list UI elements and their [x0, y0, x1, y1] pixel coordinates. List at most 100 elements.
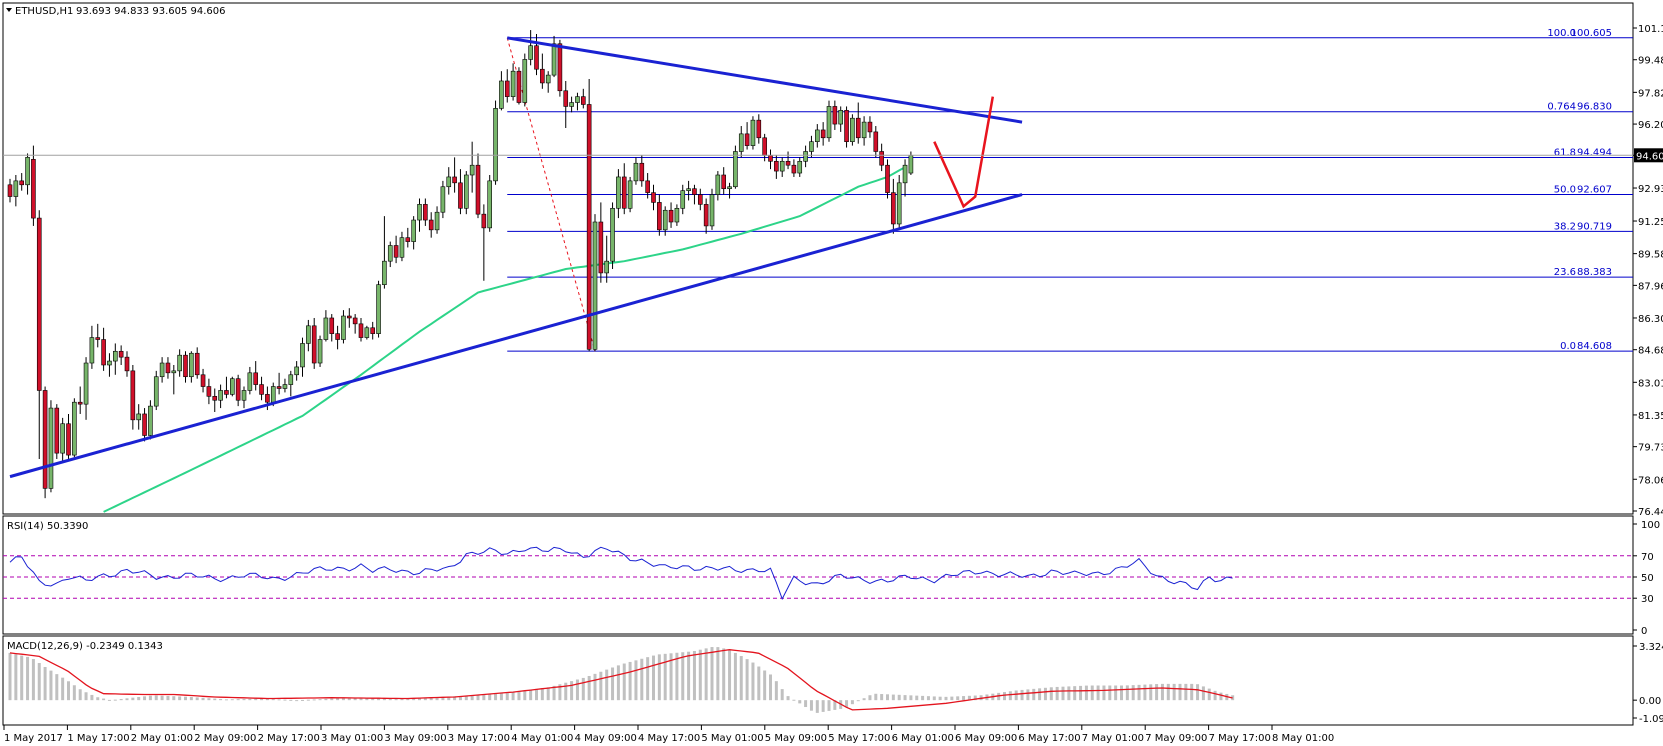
macd-label: MACD(12,26,9) -0.2349 0.1343	[7, 641, 163, 652]
candle	[902, 159, 908, 197]
candle	[48, 400, 54, 493]
candle	[107, 353, 112, 377]
candle	[826, 100, 832, 142]
macd-hist-bar	[575, 679, 579, 701]
macd-hist-bar	[1125, 685, 1129, 701]
macd-hist-bar	[435, 697, 439, 701]
candle-body	[31, 159, 36, 219]
time-tick-label: 3 May 17:00	[448, 733, 510, 744]
macd-hist-bar	[786, 696, 790, 701]
macd-hist-bar	[751, 662, 755, 701]
candle	[434, 206, 440, 234]
candle-body	[7, 184, 13, 197]
rsi-tick-label: 50	[1641, 573, 1654, 584]
macd-hist-bar	[886, 694, 889, 701]
candle-body	[873, 131, 879, 152]
trendline-support	[9, 193, 1023, 479]
candle-body	[200, 374, 206, 387]
candle-body	[42, 390, 48, 489]
candle-body	[879, 151, 884, 166]
fib-ratio-label: 0.764	[1547, 102, 1576, 113]
macd-hist-bar	[394, 698, 398, 701]
candle	[19, 173, 25, 191]
macd-hist-bar	[1143, 684, 1147, 701]
candle	[809, 135, 814, 158]
candle	[230, 376, 235, 397]
macd-hist-bar	[605, 669, 609, 701]
candle-body	[586, 104, 592, 350]
macd-hist-bar	[406, 698, 410, 701]
candle-body	[148, 405, 153, 436]
candle	[294, 361, 299, 381]
symbol-label: ETHUSD,H1	[15, 6, 73, 17]
candle	[569, 96, 574, 113]
candle	[791, 159, 797, 177]
candle	[66, 413, 71, 461]
candle	[259, 376, 264, 401]
candle-body	[36, 217, 42, 391]
candle	[370, 321, 376, 340]
macd-hist-bar	[1102, 685, 1106, 701]
candle-body	[674, 207, 680, 223]
macd-hist-bar	[675, 652, 679, 701]
candle-body	[48, 407, 54, 489]
macd-hist-bar	[505, 692, 509, 701]
candle	[31, 145, 36, 226]
candle	[885, 159, 890, 199]
candle	[387, 241, 393, 268]
macd-hist-bar	[921, 695, 925, 701]
candle	[820, 122, 826, 146]
macd-hist-bar	[798, 700, 802, 704]
candle-body	[510, 70, 516, 97]
price-panel-frame	[2, 2, 1634, 515]
candle-body	[686, 188, 691, 191]
macd-hist-bar	[347, 698, 351, 701]
macd-hist-bar	[207, 698, 211, 701]
candle	[317, 335, 323, 367]
macd-hist-bar	[8, 652, 12, 701]
macd-hist-bar	[26, 656, 30, 701]
candle	[364, 325, 370, 340]
candle-body	[487, 180, 493, 229]
macd-hist-bar	[967, 695, 971, 701]
macd-hist-bar	[55, 674, 59, 701]
rsi-label: RSI(14) 50.3390	[7, 521, 88, 532]
candle-body	[54, 407, 60, 454]
macd-hist-bar	[236, 699, 240, 701]
symbol-header: ETHUSD,H1 93.693 94.833 93.605 94.606	[6, 6, 226, 17]
candle-body	[528, 45, 533, 60]
time-tick-label: 8 May 01:00	[1272, 733, 1334, 744]
macd-hist-bar	[260, 698, 264, 701]
macd-hist-bar	[382, 698, 386, 701]
candle	[575, 92, 580, 111]
candle	[481, 204, 487, 281]
macd-hist-bar	[733, 652, 737, 701]
macd-hist-bar	[447, 696, 451, 701]
candle	[341, 310, 346, 344]
candle-body	[159, 362, 165, 378]
macd-hist-bar	[330, 698, 334, 701]
candle-body	[364, 327, 370, 338]
fib-price-label: 94.494	[1577, 147, 1612, 158]
macd-hist-bar	[1096, 685, 1100, 701]
candle-body	[212, 396, 218, 401]
candle	[598, 202, 604, 283]
macd-hist-bar	[131, 697, 135, 701]
candle	[867, 116, 873, 138]
macd-hist-bar	[1067, 686, 1071, 701]
macd-hist-bar	[657, 654, 661, 701]
candle	[25, 153, 30, 195]
candle-body	[551, 43, 557, 76]
macd-hist-bar	[552, 685, 556, 701]
candle-body	[727, 186, 732, 190]
macd-hist-bar	[49, 670, 53, 701]
macd-hist-bar	[792, 699, 796, 701]
candle	[101, 327, 106, 371]
macd-hist-bar	[1061, 686, 1065, 701]
candle-body	[569, 102, 574, 107]
candle-body	[142, 413, 147, 436]
candle-body	[604, 260, 610, 274]
macd-hist-bar	[148, 695, 152, 701]
rsi-tick-label: 100	[1641, 520, 1660, 531]
